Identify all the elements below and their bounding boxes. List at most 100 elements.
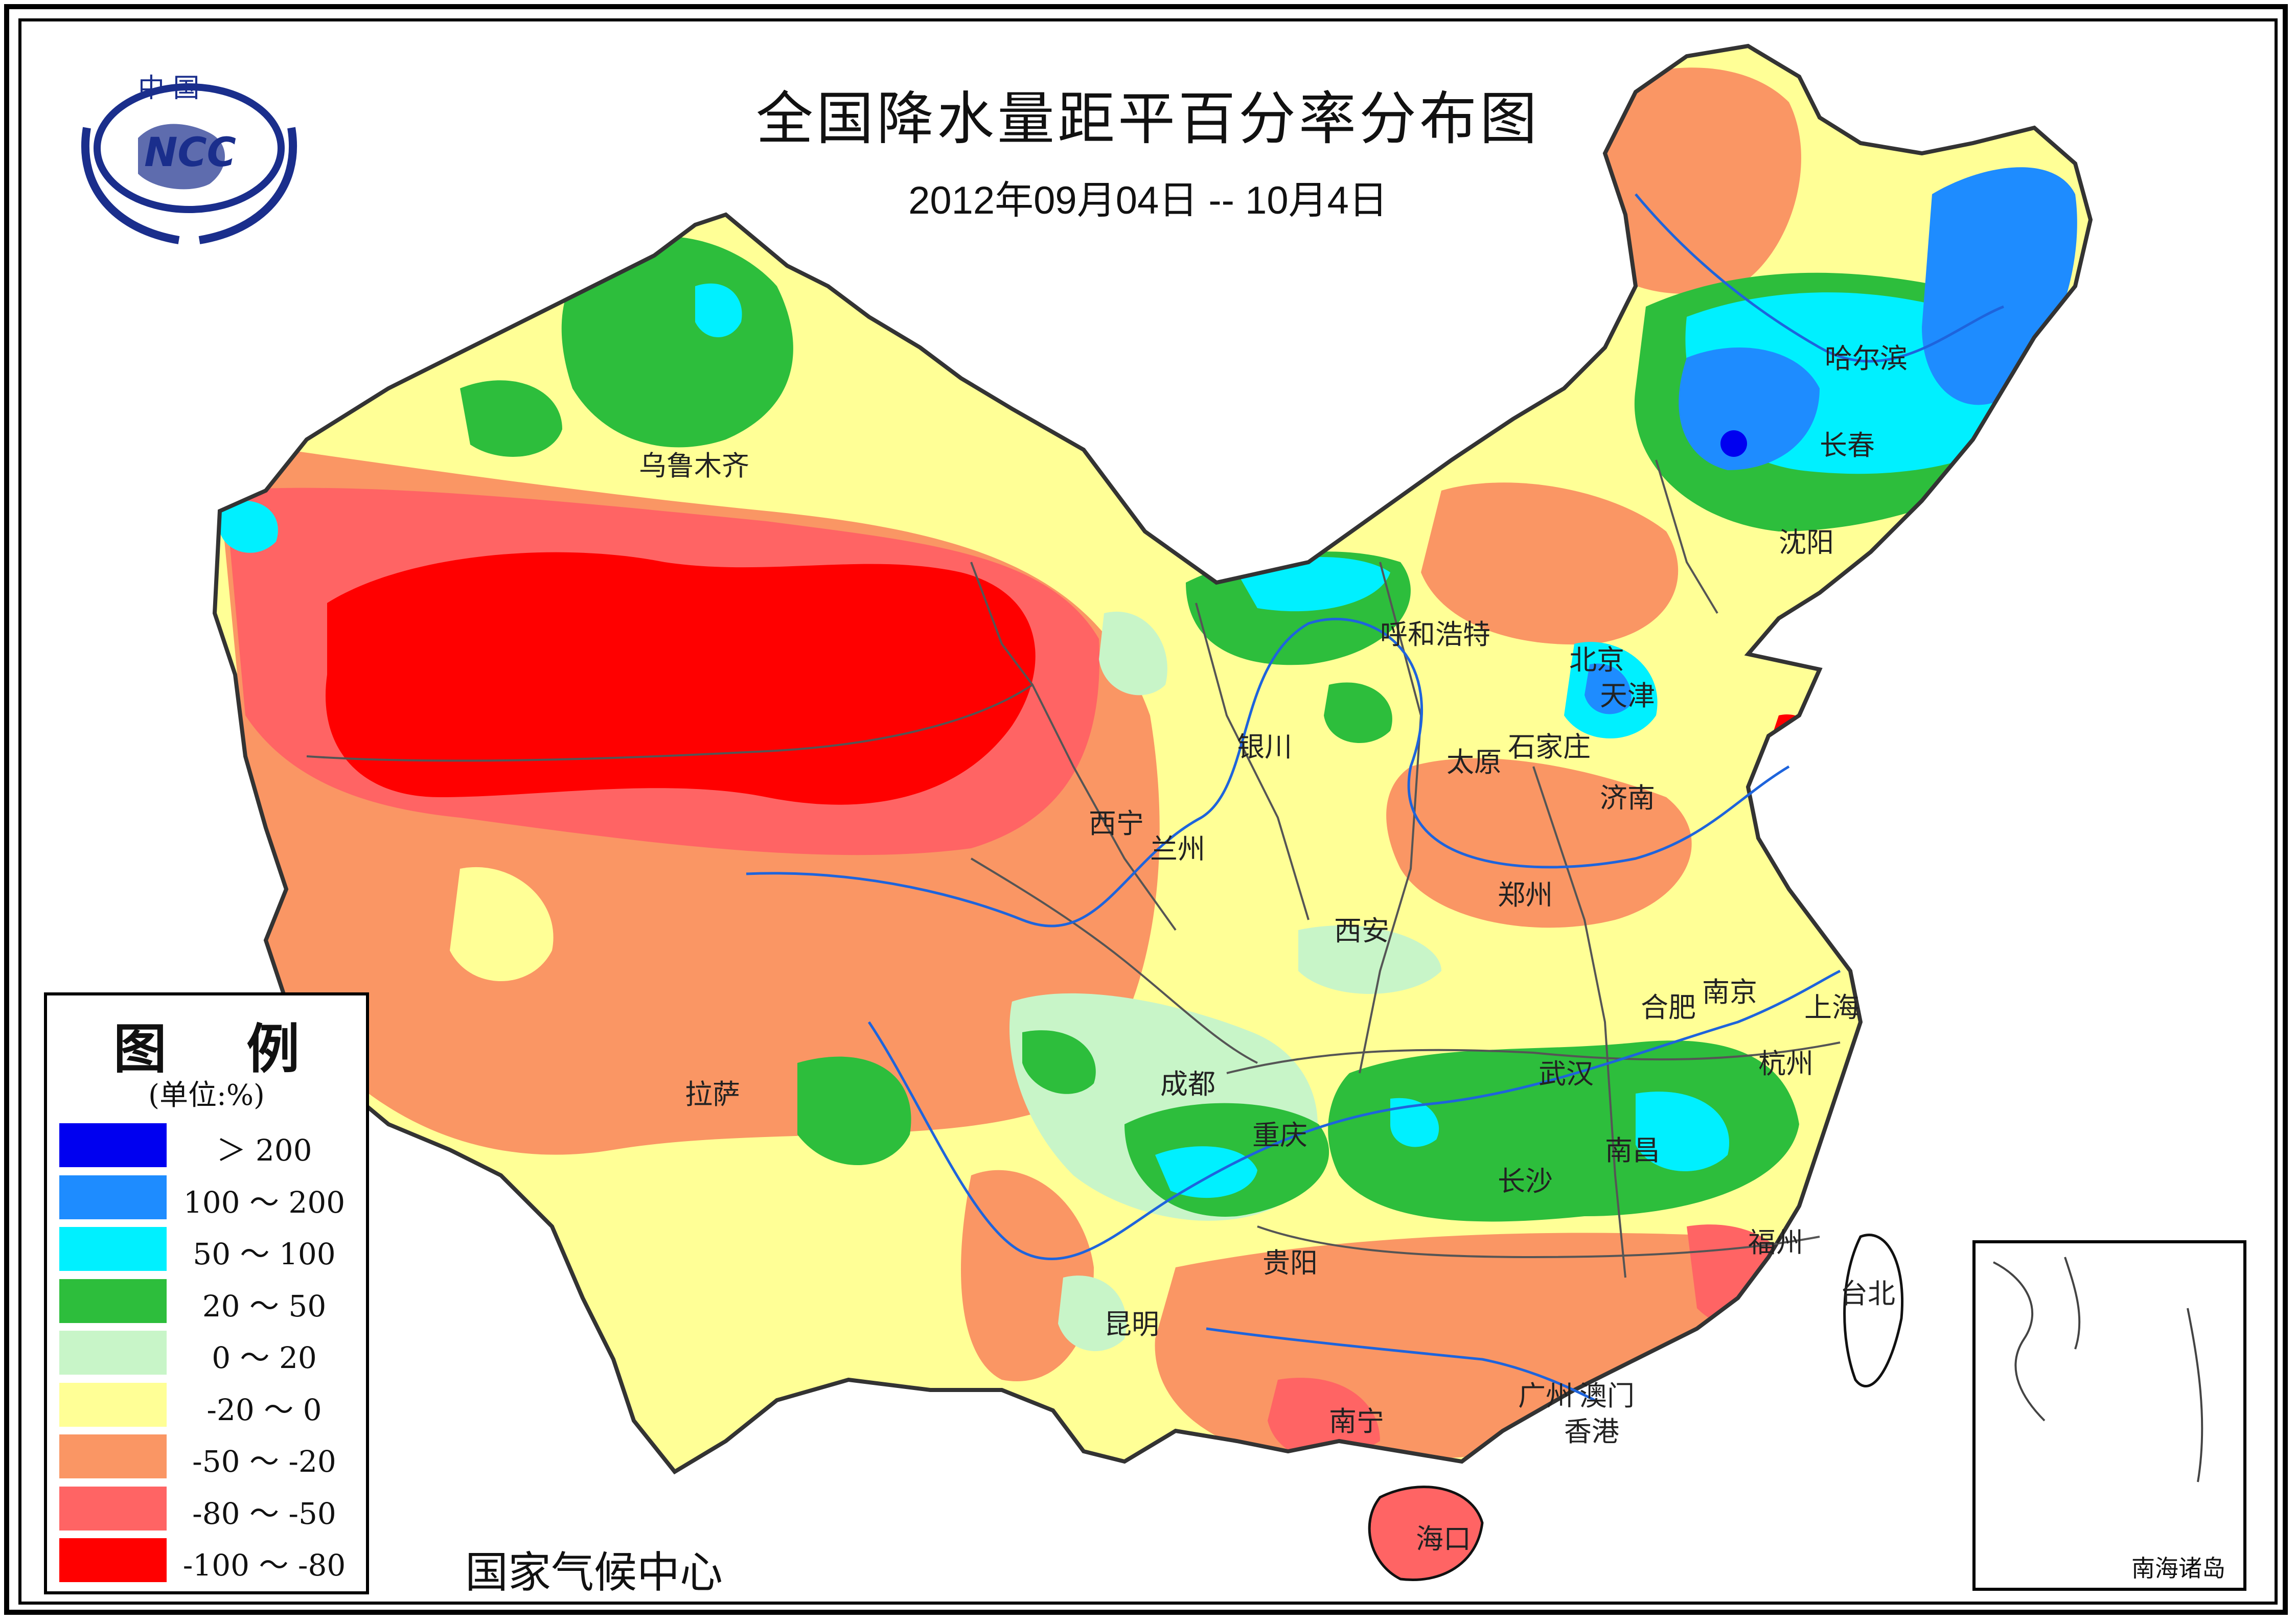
city-label: 济南	[1600, 782, 1655, 814]
city-label: 重庆	[1252, 1119, 1307, 1151]
legend-row: -20 ～ 0	[59, 1382, 356, 1427]
city-label: 台北	[1840, 1278, 1895, 1310]
zone-northeast-orange	[1574, 67, 1801, 294]
legend-unit: (单位:%)	[148, 1079, 265, 1112]
laurel-icon	[81, 127, 297, 244]
legend-swatch	[59, 1382, 167, 1427]
boundary-northeast	[1655, 459, 1718, 614]
ncc-logo: 中 国 NCC	[81, 73, 297, 244]
south-china-sea-inset: 南海诸岛	[1972, 1240, 2246, 1591]
footer-agency: 国家气候中心	[465, 1547, 723, 1597]
zone-west-red	[325, 552, 1036, 805]
legend-label: -100 ～ -80	[182, 1548, 346, 1583]
zone-yangtze-green	[1328, 1040, 1799, 1222]
legend-swatch	[59, 1434, 167, 1478]
yangtze-river	[867, 969, 1841, 1261]
city-label: 昆明	[1104, 1308, 1159, 1340]
legend-swatch	[59, 1175, 167, 1219]
legend-row: ＞ 200	[59, 1123, 356, 1168]
boundary-sichuan	[970, 857, 1258, 1064]
map-subtitle: 2012年09月04日 -- 10月4日	[908, 179, 1388, 222]
legend-label: 100 ～ 200	[183, 1185, 346, 1220]
zone-jiangxi-cyan	[1636, 1092, 1730, 1172]
city-label: 乌鲁木齐	[639, 450, 749, 482]
zone-xinjiang-green-2	[460, 380, 562, 457]
zone-yunnan-lightgreen	[1058, 1276, 1127, 1351]
inset-coastline-2	[2064, 1257, 2081, 1350]
zone-nanning-red	[1268, 1378, 1380, 1459]
legend-row: 20 ～ 50	[59, 1279, 356, 1324]
legend-swatch	[59, 1486, 167, 1531]
boundary-qinghai	[970, 562, 1177, 931]
zone-west-cyan	[220, 500, 278, 553]
legend-swatch	[59, 1123, 167, 1167]
city-label: 海口	[1416, 1523, 1471, 1555]
zone-sichuan-green	[1022, 1030, 1096, 1094]
city-label: 合肥	[1641, 991, 1696, 1024]
zone-tibet-green	[797, 1056, 911, 1165]
city-label: 南昌	[1605, 1134, 1660, 1167]
map-title: 全国降水量距平百分率分布图	[756, 86, 1540, 152]
legend-row: 50 ～ 100	[59, 1227, 356, 1271]
city-label: 呼和浩特	[1380, 618, 1490, 651]
zone-tianjin-blue	[1585, 663, 1632, 714]
hainan-island	[1368, 1486, 1484, 1581]
zone-xinjiang-cyan	[695, 283, 742, 337]
inset-coastline	[1993, 1261, 2046, 1422]
boundary-yangtze	[1226, 1041, 1841, 1074]
legend-swatch	[59, 1279, 167, 1323]
zone-tibet-yellow	[450, 867, 554, 981]
city-label: 石家庄	[1508, 731, 1591, 763]
city-label: 上海	[1804, 991, 1859, 1024]
zone-peak-blue	[1720, 430, 1747, 457]
boundary-south	[1257, 1225, 1820, 1259]
zone-heilongjiang-blue	[1679, 347, 1820, 470]
city-label: 天津	[1600, 680, 1655, 712]
legend-label: -20 ～ 0	[206, 1392, 322, 1427]
legend-label: ＞ 200	[216, 1133, 312, 1168]
city-label: 香港	[1564, 1416, 1619, 1448]
legend-row: 100 ～ 200	[59, 1175, 356, 1220]
legend-title: 图 例	[113, 1018, 331, 1080]
city-label: 贵阳	[1262, 1247, 1318, 1279]
city-label: 福州	[1748, 1226, 1803, 1259]
city-label: 南京	[1702, 976, 1757, 1008]
inner-frame	[18, 18, 2278, 1605]
legend: 图 例 (单位:%) ＞ 200 100 ～ 200 50 ～ 100 20 ～ 50…	[44, 992, 369, 1594]
rivers	[746, 193, 2004, 1402]
legend-swatch	[59, 1331, 167, 1375]
outer-frame	[4, 4, 2288, 1615]
legend-row: -100 ～ -80	[59, 1538, 356, 1583]
city-label: 拉萨	[685, 1078, 740, 1110]
zone-chongqing-cyan	[1155, 1146, 1257, 1198]
zone-hunan-cyan	[1390, 1098, 1439, 1147]
city-label: 澳门	[1579, 1380, 1635, 1412]
zone-hebei-orange	[1421, 482, 1679, 645]
legend-row: 0 ～ 20	[59, 1331, 356, 1375]
boundary-gansu-shaanxi	[1195, 602, 1310, 920]
boundary-xinjiang-tibet	[306, 684, 1034, 762]
legend-swatch	[59, 1538, 167, 1582]
city-label: 北京	[1569, 644, 1624, 676]
taiwan-island	[1843, 1234, 1903, 1387]
yellow-river	[746, 618, 1790, 928]
city-label: 太原	[1447, 746, 1502, 778]
city-label: 长春	[1820, 429, 1875, 461]
logo-ncc-text: NCC	[144, 130, 236, 176]
inset-frame	[1972, 1240, 2246, 1591]
legend-label: -80 ～ -50	[192, 1496, 336, 1531]
city-label: 广州	[1518, 1380, 1573, 1412]
globe-icon	[138, 124, 225, 190]
logo-top-text: 中 国	[138, 73, 200, 104]
city-label: 武汉	[1539, 1058, 1594, 1090]
legend-row: -50 ～ -20	[59, 1434, 356, 1479]
city-label: 西宁	[1089, 807, 1144, 840]
inset-label: 南海诸岛	[2131, 1555, 2225, 1582]
zone-shaanxi-lightgreen	[1298, 925, 1441, 994]
city-label: 西安	[1334, 915, 1389, 947]
songhua-river	[1635, 193, 2004, 363]
legend-swatch	[59, 1227, 167, 1271]
logo-ring	[94, 83, 285, 213]
legend-label: 50 ～ 100	[193, 1237, 336, 1271]
